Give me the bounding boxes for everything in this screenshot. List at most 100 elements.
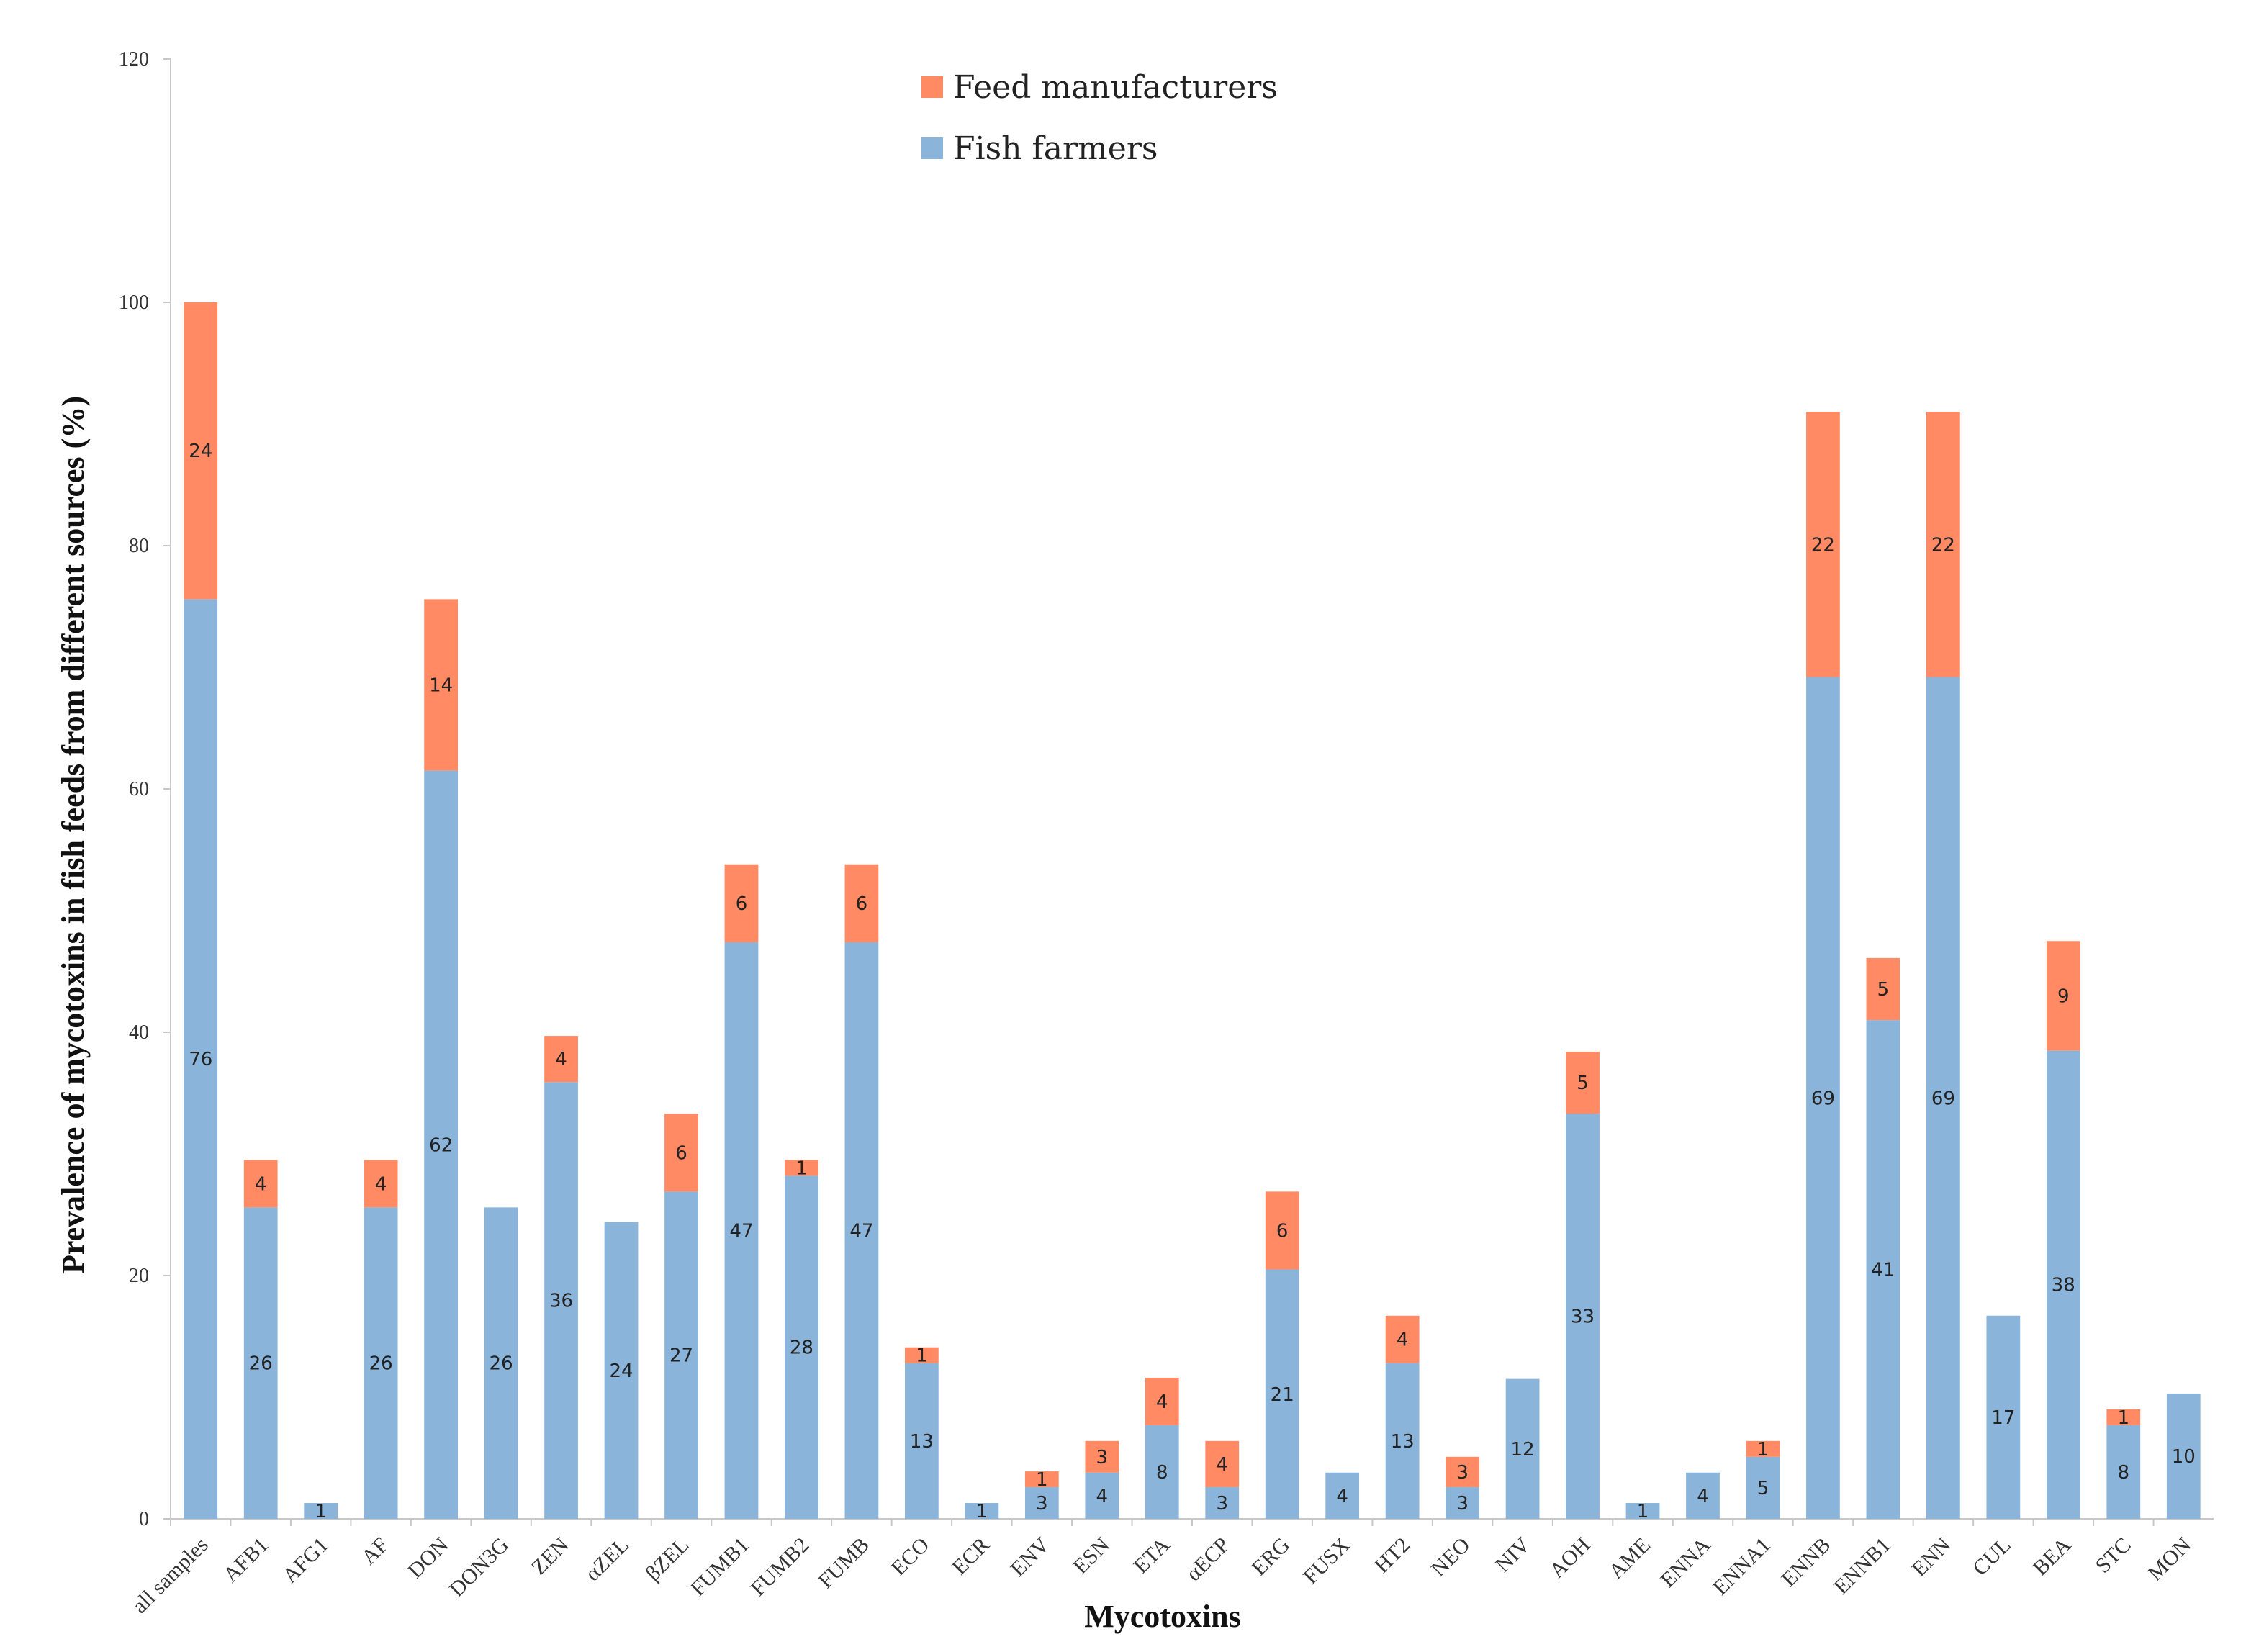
data-label-feed-manufacturers: 6 <box>1276 1220 1289 1242</box>
data-label-fish-farmers: 21 <box>1271 1384 1294 1406</box>
legend-swatch-fish-farmers <box>921 137 943 159</box>
bar-fish-farmers <box>905 1363 939 1519</box>
bar-fish-farmers <box>2046 1050 2080 1519</box>
value-labels-layer: 2476426142614622643624627647128647113113… <box>189 441 2196 1522</box>
data-label-fish-farmers: 8 <box>2118 1462 2130 1484</box>
data-label-fish-farmers: 1 <box>976 1501 988 1522</box>
data-label-feed-manufacturers: 14 <box>429 675 453 697</box>
data-label-fish-farmers: 10 <box>2172 1446 2196 1468</box>
x-tick-label: MON <box>2143 1533 2196 1586</box>
x-tick-label: NEO <box>1427 1533 1475 1581</box>
data-label-feed-manufacturers: 4 <box>1156 1391 1168 1413</box>
x-tick-label: CUL <box>1968 1533 2016 1581</box>
bar-fish-farmers <box>1806 677 1840 1519</box>
data-label-fish-farmers: 4 <box>1096 1486 1109 1507</box>
data-label-feed-manufacturers: 5 <box>1877 979 1890 1001</box>
data-label-feed-manufacturers: 9 <box>2057 985 2070 1007</box>
bar-fish-farmers <box>664 1191 698 1519</box>
data-label-fish-farmers: 33 <box>1571 1306 1595 1328</box>
data-label-fish-farmers: 47 <box>849 1220 873 1242</box>
bar-fish-farmers <box>1385 1363 1420 1519</box>
data-label-fish-farmers: 26 <box>490 1353 513 1375</box>
x-tick-label: HT2 <box>1370 1533 1415 1578</box>
bar-fish-farmers <box>2106 1425 2141 1519</box>
bar-feed-manufacturers <box>184 302 218 600</box>
bar-feed-manufacturers <box>1145 1377 1179 1425</box>
x-axis-title: Mycotoxins <box>1084 1599 1241 1634</box>
data-label-fish-farmers: 4 <box>1697 1486 1709 1507</box>
bar-fish-farmers <box>544 1082 578 1519</box>
data-label-fish-farmers: 76 <box>189 1049 212 1070</box>
bar-fish-farmers <box>1566 1114 1600 1519</box>
bar-fish-farmers <box>844 942 879 1519</box>
x-tick-label: ENN <box>1907 1533 1955 1581</box>
bar-feed-manufacturers <box>844 864 879 942</box>
bar-fish-farmers <box>1926 677 1960 1519</box>
y-tick-label: 60 <box>129 778 149 800</box>
legend: Feed manufacturers Fish farmers <box>921 69 1278 167</box>
y-tick-label: 120 <box>119 48 149 71</box>
bar-feed-manufacturers <box>364 1160 398 1208</box>
bar-fish-farmers <box>724 942 759 1519</box>
x-tick-label: αECP <box>1181 1533 1234 1586</box>
x-tick-label: ZEN <box>527 1533 574 1580</box>
data-label-feed-manufacturers: 6 <box>856 893 868 915</box>
bar-fish-farmers <box>304 1503 338 1519</box>
data-label-fish-farmers: 1 <box>315 1501 327 1522</box>
bar-fish-farmers <box>1446 1487 1479 1519</box>
data-label-fish-farmers: 13 <box>910 1431 934 1453</box>
bar-fish-farmers <box>184 599 218 1519</box>
x-tick-label: AOH <box>1545 1533 1595 1583</box>
x-tick-label: ESN <box>1068 1533 1114 1579</box>
y-tick-label: 80 <box>129 535 149 557</box>
bar-feed-manufacturers <box>1746 1440 1780 1457</box>
x-tick-label: ETA <box>1129 1533 1174 1578</box>
data-label-feed-manufacturers: 6 <box>675 1142 687 1164</box>
bar-fish-farmers <box>1085 1472 1119 1519</box>
bar-fish-farmers <box>1866 1020 1900 1519</box>
x-tick-label: NIV <box>1491 1533 1535 1576</box>
bar-fish-farmers <box>1145 1425 1179 1519</box>
bar-fish-farmers <box>965 1503 999 1519</box>
bar-feed-manufacturers <box>785 1160 818 1176</box>
bar-feed-manufacturers <box>1866 957 1900 1021</box>
data-label-fish-farmers: 4 <box>1336 1486 1348 1507</box>
data-label-feed-manufacturers: 6 <box>736 893 748 915</box>
bar-feed-manufacturers <box>1205 1440 1240 1488</box>
x-tick-label: FUMB1 <box>686 1533 754 1601</box>
y-tick-label: 40 <box>129 1021 149 1044</box>
data-label-fish-farmers: 28 <box>790 1337 813 1359</box>
bar-fish-farmers <box>1746 1456 1780 1519</box>
data-label-fish-farmers: 27 <box>669 1345 693 1367</box>
data-label-fish-farmers: 47 <box>729 1220 753 1242</box>
x-tick-label: DON <box>403 1533 453 1583</box>
x-tick-label: ENNA1 <box>1708 1533 1775 1600</box>
data-label-fish-farmers: 26 <box>249 1353 273 1375</box>
data-label-feed-manufacturers: 1 <box>2118 1407 2130 1429</box>
data-label-fish-farmers: 3 <box>1036 1493 1048 1515</box>
bar-feed-manufacturers <box>1566 1052 1600 1114</box>
x-tick-label: AF <box>357 1533 393 1569</box>
data-label-fish-farmers: 13 <box>1391 1431 1415 1453</box>
bar-fish-farmers <box>1325 1472 1360 1519</box>
data-label-fish-farmers: 69 <box>1811 1088 1835 1109</box>
data-label-fish-farmers: 41 <box>1871 1260 1895 1281</box>
data-label-fish-farmers: 12 <box>1511 1439 1535 1461</box>
x-tick-label: αZEL <box>581 1533 633 1586</box>
bar-fish-farmers <box>364 1207 398 1519</box>
data-label-fish-farmers: 62 <box>429 1134 453 1156</box>
x-tick-label: AFG1 <box>278 1533 333 1588</box>
bar-fish-farmers <box>785 1175 818 1519</box>
bar-fish-farmers <box>604 1222 639 1519</box>
bars-layer <box>184 302 2201 1519</box>
data-label-feed-manufacturers: 1 <box>916 1345 928 1367</box>
bar-fish-farmers <box>1024 1487 1059 1519</box>
x-tick-label: BEA <box>2029 1533 2076 1580</box>
data-label-feed-manufacturers: 4 <box>555 1049 567 1070</box>
data-label-fish-farmers: 24 <box>609 1360 633 1382</box>
data-label-feed-manufacturers: 22 <box>1811 534 1835 556</box>
y-tick-label: 100 <box>119 292 149 314</box>
bar-feed-manufacturers <box>724 864 759 942</box>
data-label-feed-manufacturers: 22 <box>1931 534 1955 556</box>
